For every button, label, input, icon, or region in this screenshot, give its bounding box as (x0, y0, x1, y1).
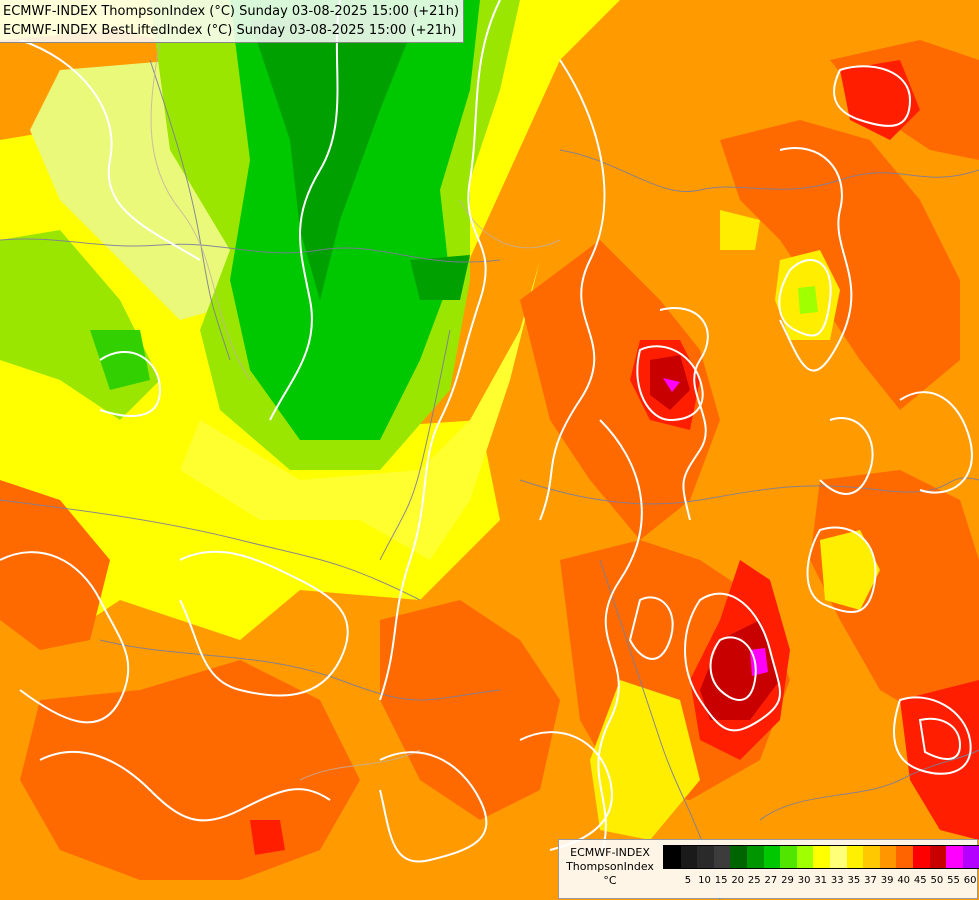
legend-tick: 15 (714, 875, 728, 886)
legend-swatch (912, 846, 930, 868)
legend-parameter: ThompsonIndex (566, 860, 654, 873)
legend-tick: 55 (947, 875, 960, 886)
legend-tick: 20 (731, 875, 745, 886)
legend-unit: °C (603, 874, 617, 887)
legend-tick: 33 (830, 875, 844, 886)
country-borders (0, 59, 979, 900)
legend-tick: 31 (814, 875, 828, 886)
coastlines-rivers (150, 39, 561, 781)
legend-swatch (680, 846, 698, 868)
legend-swatch (846, 846, 864, 868)
field-lightgreen-patch-east (798, 286, 818, 314)
legend-tick: 60 (963, 875, 977, 886)
legend-tick: 40 (897, 875, 911, 886)
legend-tick: 25 (747, 875, 761, 886)
legend-tick: 45 (913, 875, 927, 886)
legend-tick: 5 (684, 875, 692, 886)
color-legend: ECMWF-INDEX ThompsonIndex °C 5 10 15 20 25 27… (558, 839, 979, 899)
field-midgreen-patch (90, 330, 150, 390)
legend-swatch (829, 846, 847, 868)
lifted-index-contours (0, 0, 973, 863)
legend-swatch (962, 846, 979, 868)
legend-tick: 27 (764, 875, 778, 886)
legend-tick: 35 (847, 875, 861, 886)
legend-color-bar (663, 845, 979, 869)
legend-tick: 30 (797, 875, 811, 886)
legend-swatch (863, 846, 880, 868)
legend-tick: 29 (781, 875, 794, 886)
legend-tick: 10 (698, 875, 711, 886)
legend-swatch (697, 846, 714, 868)
legend-tick-labels: 5 10 15 20 25 27 29 30 31 33 35 37 39 40 45 50 55 60 (663, 875, 978, 889)
legend-swatch (879, 846, 897, 868)
map-title-lifted: ECMWF-INDEX BestLiftedIndex (°C) Sunday … (3, 23, 457, 38)
legend-swatch (896, 846, 913, 868)
legend-swatch (780, 846, 797, 868)
legend-title: ECMWF-INDEX ThompsonIndex °C (562, 846, 658, 888)
legend-model: ECMWF-INDEX (570, 846, 650, 859)
legend-swatch (929, 846, 947, 868)
field-darkred-region (650, 355, 780, 720)
legend-swatch (746, 846, 764, 868)
field-darkgreen-region (250, 10, 470, 300)
legend-swatch (796, 846, 814, 868)
map-title-box: ECMWF-INDEX ThompsonIndex (°C) Sunday 03… (0, 0, 465, 43)
legend-tick: 37 (864, 875, 877, 886)
map-title-thompson: ECMWF-INDEX ThompsonIndex (°C) Sunday 03… (3, 4, 460, 19)
legend-tick: 50 (930, 875, 944, 886)
legend-swatch (664, 846, 681, 868)
legend-swatch (763, 846, 781, 868)
legend-swatch (813, 846, 830, 868)
legend-tick: 39 (880, 875, 894, 886)
legend-swatch (946, 846, 963, 868)
field-yellow-belt (180, 260, 540, 560)
field-yellow-patches-east (590, 210, 880, 840)
legend-swatch (730, 846, 747, 868)
legend-swatch (713, 846, 731, 868)
